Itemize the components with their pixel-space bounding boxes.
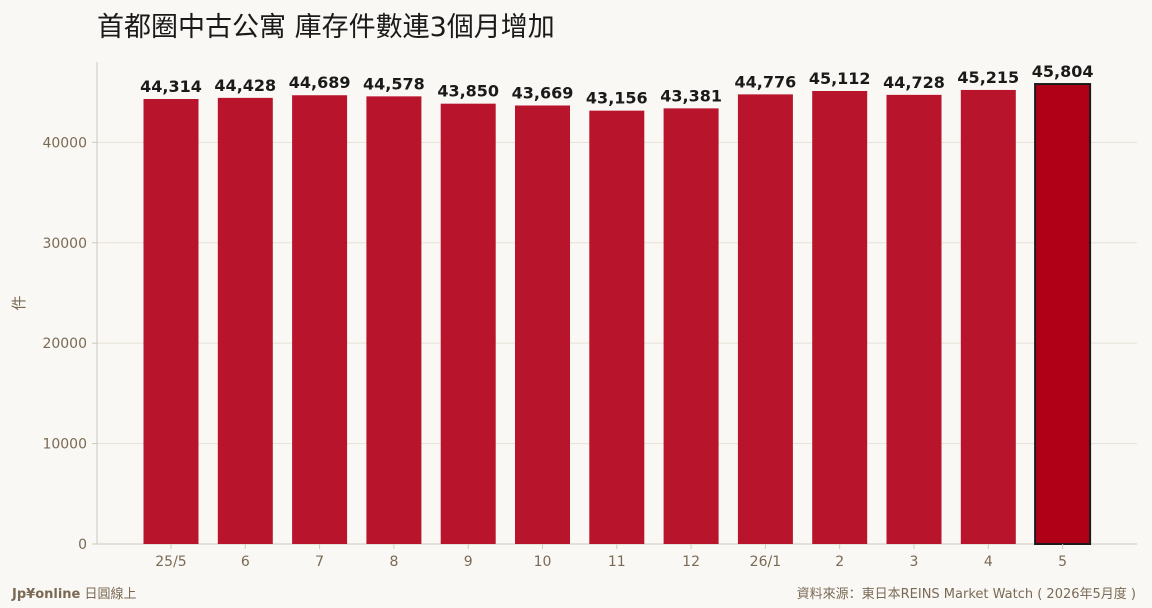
bar xyxy=(217,97,273,544)
brand-footer: Jp¥online 日圓線上 xyxy=(12,583,137,602)
bar xyxy=(292,95,348,544)
data-label: 44,776 xyxy=(735,72,797,91)
y-tick-label: 40000 xyxy=(42,135,87,151)
data-label: 45,215 xyxy=(957,68,1019,87)
y-tick-label: 0 xyxy=(78,537,87,553)
bar xyxy=(589,110,645,544)
ytick-layer: 0 10000 20000 30000 40000 xyxy=(42,135,97,553)
x-tick-label: 9 xyxy=(464,554,473,570)
data-label: 43,156 xyxy=(586,89,648,108)
brand-name: Jp¥online xyxy=(12,587,81,602)
x-tick-label: 12 xyxy=(682,554,700,570)
chart-title: 首都圈中古公寓 庫存件數連3個月增加 xyxy=(97,12,555,43)
bar xyxy=(737,94,793,545)
data-label: 43,669 xyxy=(512,83,574,102)
brand-suffix: 日圓線上 xyxy=(84,587,137,602)
x-tick-label: 7 xyxy=(315,554,324,570)
x-tick-label: 2 xyxy=(835,554,844,570)
bar xyxy=(440,103,496,545)
data-label: 43,381 xyxy=(660,86,722,105)
data-label: 43,850 xyxy=(437,82,499,101)
data-label: 44,578 xyxy=(363,74,425,93)
label-layer: 44,314 44,428 44,689 44,578 43,850 43,669 43,1… xyxy=(140,62,1093,108)
bar xyxy=(1034,83,1092,545)
y-tick-label: 30000 xyxy=(42,236,87,252)
x-tick-label: 26/1 xyxy=(750,554,781,570)
data-label: 44,314 xyxy=(140,77,202,96)
data-label: 44,428 xyxy=(214,76,276,95)
x-tick-label: 4 xyxy=(984,554,993,570)
x-tick-label: 3 xyxy=(910,554,919,570)
y-tick-label: 20000 xyxy=(42,336,87,352)
bar xyxy=(663,108,719,545)
x-tick-label: 25/5 xyxy=(155,554,186,570)
x-tick-label: 6 xyxy=(241,554,250,570)
bar xyxy=(143,99,199,544)
bar xyxy=(812,91,868,544)
data-label: 45,112 xyxy=(809,69,871,88)
bar xyxy=(366,96,422,545)
xtick-layer: 25/5 6 7 8 9 10 11 12 26/1 2 3 4 5 xyxy=(155,544,1067,570)
bar xyxy=(515,105,570,545)
data-label: 45,804 xyxy=(1032,62,1094,81)
data-label: 44,689 xyxy=(289,73,351,92)
x-tick-label: 11 xyxy=(608,554,626,570)
y-axis-label: 件 xyxy=(10,295,28,310)
y-tick-label: 10000 xyxy=(42,437,87,453)
bar xyxy=(960,89,1016,545)
bar-layer xyxy=(143,83,1092,545)
data-label: 44,728 xyxy=(883,73,945,92)
x-tick-label: 10 xyxy=(534,554,552,570)
x-tick-label: 5 xyxy=(1058,554,1067,570)
x-tick-label: 8 xyxy=(389,554,398,570)
bar xyxy=(886,94,942,545)
source-note: 資料來源：東日本REINS Market Watch ( 2026年5月度 ) xyxy=(796,587,1136,602)
